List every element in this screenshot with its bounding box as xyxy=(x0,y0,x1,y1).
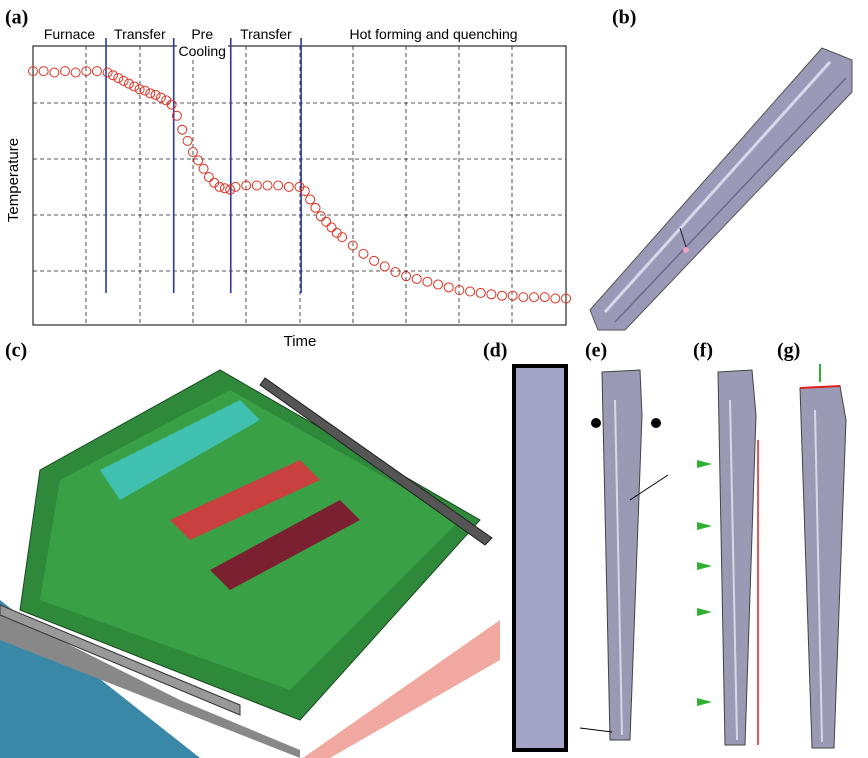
panel-label: (g) xyxy=(777,340,800,362)
data-point xyxy=(114,74,123,83)
phase-label: Pre Cooling xyxy=(177,26,228,60)
data-point xyxy=(316,212,325,221)
data-point xyxy=(151,90,160,99)
data-point xyxy=(322,217,331,226)
data-point xyxy=(487,290,496,299)
data-point xyxy=(199,164,208,173)
data-point xyxy=(92,67,101,76)
panel-label: (e) xyxy=(585,340,607,362)
data-point xyxy=(124,79,133,88)
data-point xyxy=(194,156,203,165)
data-point xyxy=(284,182,293,191)
figure-canvas: (a) (b) (c) (d) (e) (f) (g) Time Tempera… xyxy=(0,0,868,758)
data-point xyxy=(530,293,539,302)
data-point xyxy=(60,67,69,76)
phase-label: Furnace xyxy=(36,26,103,43)
part-image-b xyxy=(590,48,852,330)
data-point xyxy=(71,68,80,77)
data-point xyxy=(508,291,517,300)
panel-label: (f) xyxy=(693,340,713,362)
data-point xyxy=(263,181,272,190)
data-point xyxy=(519,293,528,302)
machine-image-c xyxy=(0,370,500,758)
data-point xyxy=(140,86,149,95)
data-point xyxy=(231,182,240,191)
part-image-f xyxy=(697,370,758,745)
data-point xyxy=(156,93,165,102)
data-point xyxy=(391,267,400,276)
data-point xyxy=(359,249,368,258)
data-point xyxy=(311,203,320,212)
grid xyxy=(33,46,566,325)
data-point xyxy=(498,291,507,300)
phase-label: Transfer xyxy=(234,26,298,43)
data-point xyxy=(380,262,389,271)
blank-image-d xyxy=(514,366,566,750)
panel-label: (b) xyxy=(612,7,636,29)
data-point xyxy=(540,293,549,302)
plot-frame xyxy=(33,46,566,325)
phase-label: Transfer xyxy=(109,26,171,43)
phase-label: Hot forming and quenching xyxy=(319,26,549,43)
data-point xyxy=(183,136,192,145)
data-point xyxy=(370,256,379,265)
data-point xyxy=(306,195,315,204)
data-point xyxy=(130,82,139,91)
data-point xyxy=(327,223,336,232)
data-point xyxy=(108,71,117,80)
y-axis-label: Temperature xyxy=(5,138,22,222)
panel-label: (c) xyxy=(5,340,27,362)
panel-label: (d) xyxy=(483,340,507,362)
x-axis-label: Time xyxy=(284,333,317,350)
data-point xyxy=(220,184,229,193)
data-point xyxy=(412,274,421,283)
data-point xyxy=(103,68,112,77)
data-point xyxy=(434,280,443,289)
data-point xyxy=(423,277,432,286)
data-point xyxy=(252,181,261,190)
data-point xyxy=(204,173,213,182)
data-point xyxy=(119,76,128,85)
data-point xyxy=(444,283,453,292)
part-image-g xyxy=(800,364,846,748)
data-point xyxy=(50,68,59,77)
data-point xyxy=(146,89,155,98)
data-point xyxy=(466,287,475,296)
data-point xyxy=(274,181,283,190)
data-point xyxy=(39,67,48,76)
data-point xyxy=(178,125,187,134)
figure: (a) (b) (c) (d) (e) (f) (g) Time Tempera… xyxy=(0,0,868,758)
data-point xyxy=(551,294,560,303)
data-point xyxy=(476,288,485,297)
panel-label: (a) xyxy=(5,7,28,29)
part-image-e xyxy=(580,370,668,740)
